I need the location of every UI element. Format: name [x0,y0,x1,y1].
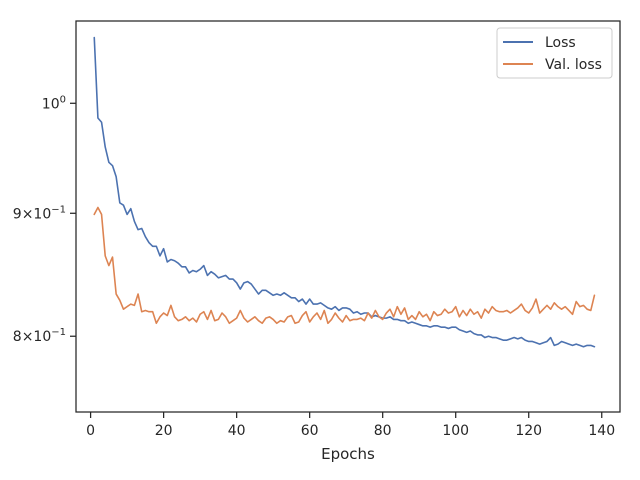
legend-label-loss: Loss [545,35,576,51]
x-tick-label: 120 [515,423,542,439]
series-line-0 [93,36,596,348]
y-axis: 100 9×10−1 8×10−1 [13,94,76,345]
plot-frame [75,20,621,413]
x-tick-label: 40 [228,423,246,439]
x-tick-label: 80 [374,423,392,439]
x-tick-label: 60 [301,423,319,439]
legend-label-val-loss: Val. loss [545,57,602,73]
x-axis-title: Epochs [321,445,375,463]
x-tick-label: 140 [588,423,615,439]
y-tick-label: 100 [42,94,66,112]
legend-box [496,27,613,79]
x-axis: 0 20 40 60 80 100 120 140 [86,412,615,439]
series-lines [93,36,596,348]
y-tick-label: 9×10−1 [13,204,66,222]
x-tick-label: 100 [442,423,469,439]
y-tick-label: 8×10−1 [13,327,66,345]
x-tick-label: 0 [86,423,95,439]
series-line-1 [93,206,596,325]
x-tick-label: 20 [155,423,173,439]
legend: Loss Val. loss [496,27,613,79]
